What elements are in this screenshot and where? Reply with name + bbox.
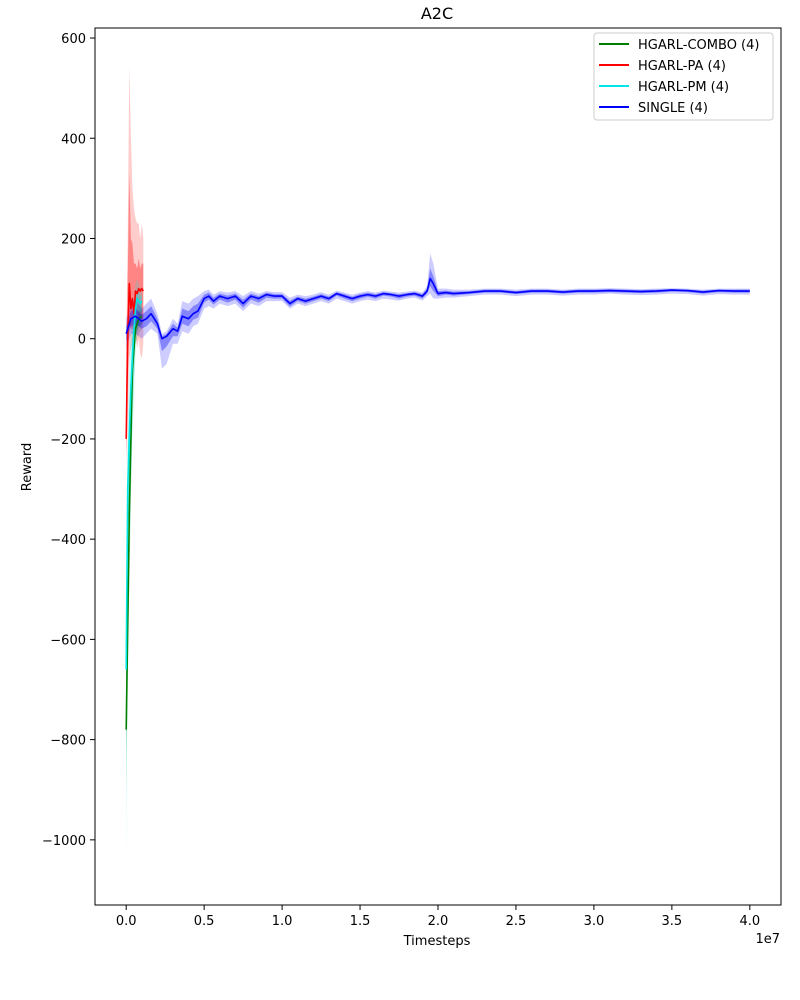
x-tick-label: 3.5 [662,914,683,929]
legend-box [593,32,774,121]
y-axis: 600 400 200 0 −200 −400 −600 −800 −1000 [42,32,95,849]
x-axis-multiplier: 1e7 [755,932,780,947]
y-tick-label: 0 [78,333,86,348]
x-tick-label: 1.5 [350,914,371,929]
x-tick-label: 1.0 [272,914,293,929]
confidence-bands [126,65,750,865]
y-tick-label: −600 [50,633,86,648]
series-3-outer-band [126,253,750,369]
plot-frame [94,27,782,906]
legend-label: SINGLE (4) [638,101,708,116]
legend: HGARL-COMBO (4) HGARL-PA (4) HGARL-PM (4) S… [593,32,774,121]
y-tick-label: 600 [61,32,86,47]
y-tick-label: −800 [50,734,86,749]
series-1-outer-band [126,65,144,469]
x-axis-label: Timesteps [403,934,471,949]
series-2-line [125,297,143,670]
x-axis: 0.0 0.5 1.0 1.5 2.0 2.5 3.0 3.5 4.0 [116,905,760,929]
y-tick-label: 400 [61,132,86,147]
series-3-inner-band [126,268,750,352]
legend-label: HGARL-COMBO (4) [638,38,759,53]
series-1-line [125,282,144,439]
legend-label: HGARL-PA (4) [638,59,726,74]
x-tick-label: 0.0 [116,914,137,929]
series-lines [125,277,750,730]
y-axis-label: Reward [20,443,35,491]
x-tick-label: 0.5 [194,914,215,929]
x-tick-label: 2.5 [506,914,527,929]
y-tick-label: 200 [61,232,86,247]
x-tick-label: 4.0 [739,914,760,929]
legend-label: HGARL-PM (4) [638,80,729,95]
y-tick-label: −400 [50,533,86,548]
x-tick-label: 3.0 [584,914,605,929]
x-tick-label: 2.0 [428,914,449,929]
y-tick-label: −1000 [42,834,86,849]
y-tick-label: −200 [50,433,86,448]
series-3-line [125,277,750,340]
chart-title: A2C [421,4,453,23]
